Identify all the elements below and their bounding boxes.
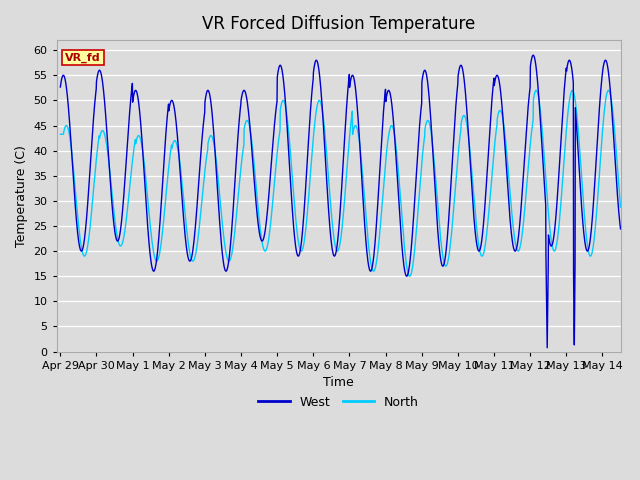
Y-axis label: Temperature (C): Temperature (C) xyxy=(15,145,28,247)
Legend: West, North: West, North xyxy=(253,391,424,414)
Text: VR_fd: VR_fd xyxy=(65,52,100,62)
X-axis label: Time: Time xyxy=(323,376,354,389)
Title: VR Forced Diffusion Temperature: VR Forced Diffusion Temperature xyxy=(202,15,476,33)
